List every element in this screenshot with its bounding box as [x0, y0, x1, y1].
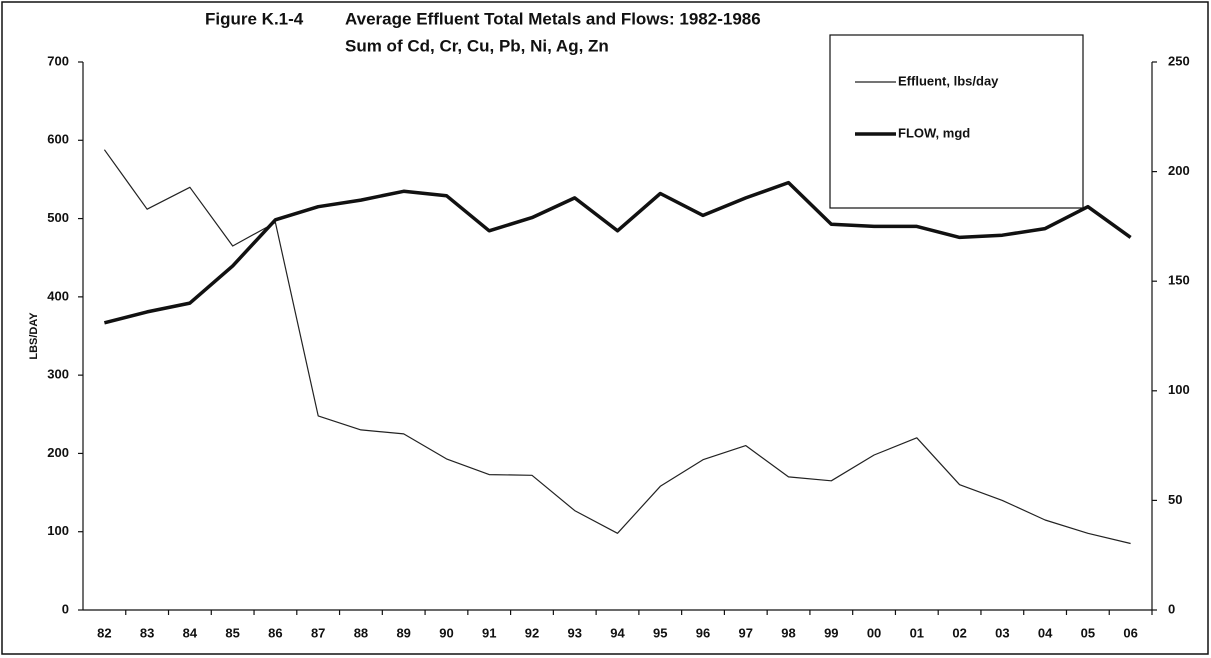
x-tick-label: 93 [568, 625, 582, 640]
figure-label: Figure K.1-4 [205, 9, 304, 28]
y2-tick-label: 0 [1168, 601, 1175, 616]
y-axis-label: LBS/DAY [28, 312, 40, 360]
y-tick-label: 300 [47, 367, 69, 382]
y-tick-label: 600 [47, 132, 69, 147]
x-tick-label: 90 [439, 625, 453, 640]
x-tick-label: 85 [225, 625, 239, 640]
x-tick-label: 82 [97, 625, 111, 640]
y-tick-label: 700 [47, 53, 69, 68]
legend-label: Effluent, lbs/day [898, 73, 999, 88]
legend-label: FLOW, mgd [898, 125, 970, 140]
y2-tick-label: 250 [1168, 53, 1190, 68]
series-line [103, 180, 1132, 325]
x-tick-label: 88 [354, 625, 368, 640]
x-tick-label: 94 [610, 625, 625, 640]
x-tick-label: 03 [995, 625, 1009, 640]
y-tick-label: 0 [62, 601, 69, 616]
x-tick-label: 83 [140, 625, 154, 640]
series-line [103, 149, 1131, 545]
y2-tick-label: 50 [1168, 492, 1182, 507]
x-tick-label: 02 [952, 625, 966, 640]
y-tick-label: 200 [47, 445, 69, 460]
x-tick-label: 96 [696, 625, 710, 640]
x-tick-label: 89 [396, 625, 410, 640]
x-tick-label: 95 [653, 625, 667, 640]
y2-tick-label: 200 [1168, 163, 1190, 178]
y2-tick-label: 150 [1168, 273, 1190, 288]
x-tick-label: 84 [183, 625, 198, 640]
x-tick-label: 06 [1123, 625, 1137, 640]
x-tick-label: 98 [781, 625, 795, 640]
x-tick-label: 04 [1038, 625, 1053, 640]
y-tick-label: 400 [47, 288, 69, 303]
chart-subtitle: Sum of Cd, Cr, Cu, Pb, Ni, Ag, Zn [345, 36, 609, 55]
x-tick-label: 91 [482, 625, 496, 640]
y-tick-label: 500 [47, 210, 69, 225]
y2-tick-label: 100 [1168, 382, 1190, 397]
y-tick-label: 100 [47, 523, 69, 538]
x-tick-label: 97 [739, 625, 753, 640]
x-tick-label: 92 [525, 625, 539, 640]
x-tick-label: 99 [824, 625, 838, 640]
x-tick-label: 86 [268, 625, 282, 640]
x-tick-label: 05 [1081, 625, 1095, 640]
legend [829, 34, 1084, 209]
x-tick-label: 01 [910, 625, 924, 640]
x-tick-label: 00 [867, 625, 881, 640]
x-tick-label: 87 [311, 625, 325, 640]
chart-title: Average Effluent Total Metals and Flows:… [345, 9, 761, 28]
